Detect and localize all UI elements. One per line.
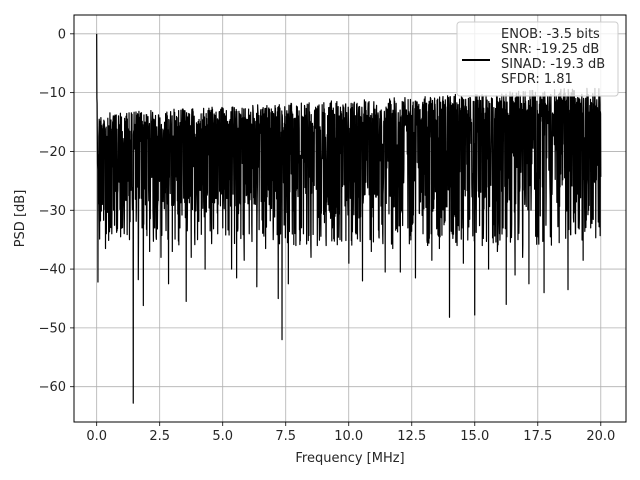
x-tick-label: 7.5 (275, 429, 296, 444)
legend-sinad: SINAD: -19.3 dB (501, 57, 605, 72)
y-tick-label: −20 (39, 145, 66, 160)
x-tick-label: 17.5 (523, 429, 552, 444)
series-layer (96, 33, 602, 404)
y-tick-label: −60 (39, 380, 66, 395)
y-tick-label: 0 (58, 27, 66, 42)
legend-sfdr: SFDR: 1.81 (501, 72, 573, 87)
y-tick-label: −50 (39, 321, 66, 336)
x-tick-label: 2.5 (149, 429, 170, 444)
x-tick-label: 5.0 (212, 429, 233, 444)
y-tick-label: −40 (39, 263, 66, 278)
y-axis-label: PSD [dB] (13, 190, 28, 248)
y-tick-label: −10 (39, 86, 66, 101)
x-axis: 0.0 2.5 5.0 7.5 10.0 12.5 15.0 17.5 20.0 (86, 422, 615, 444)
psd-series-line (96, 33, 602, 404)
y-tick-label: −30 (39, 204, 66, 219)
x-tick-label: 12.5 (397, 429, 426, 444)
x-tick-label: 15.0 (460, 429, 489, 444)
y-axis: 0 −10 −20 −30 −40 −50 −60 (39, 27, 74, 395)
x-tick-label: 10.0 (334, 429, 363, 444)
x-tick-label: 0.0 (86, 429, 107, 444)
plot-frame (73, 14, 627, 423)
x-axis-label: Frequency [MHz] (295, 451, 404, 466)
legend-enob: ENOB: -3.5 bits (501, 27, 600, 42)
legend: ENOB: -3.5 bits SNR: -19.25 dB SINAD: -1… (456, 21, 619, 97)
x-tick-label: 20.0 (586, 429, 615, 444)
legend-snr: SNR: -19.25 dB (501, 42, 599, 57)
legend-box (456, 21, 619, 97)
